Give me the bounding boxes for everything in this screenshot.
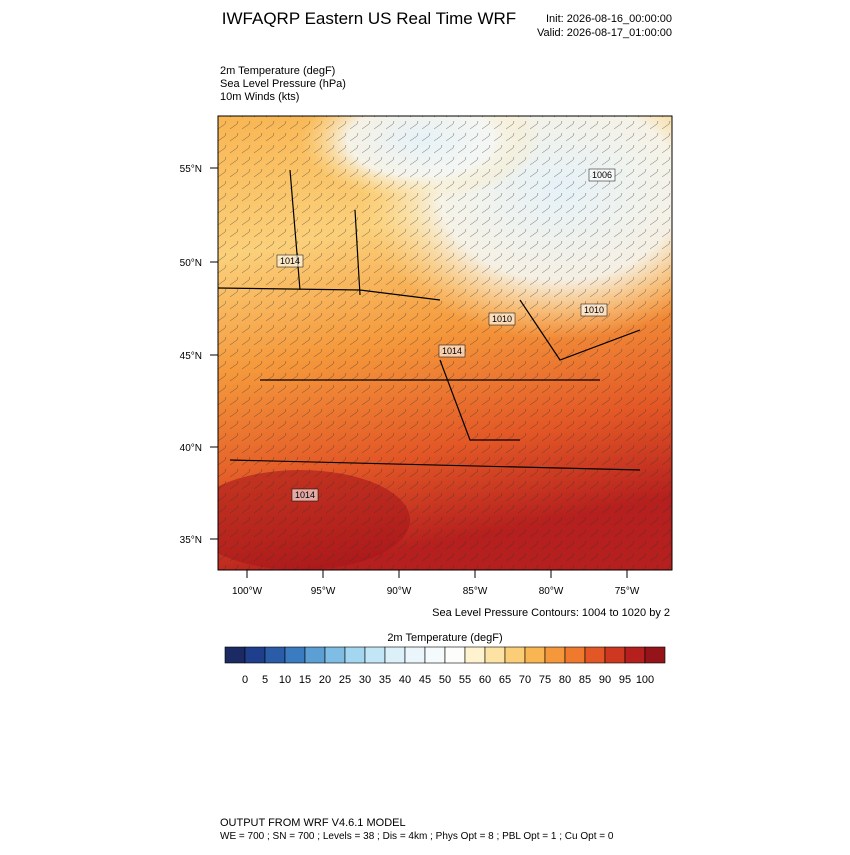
colorbar-swatch <box>604 646 626 664</box>
colorbar-swatch <box>384 646 406 664</box>
pressure-label: 1014 <box>295 490 315 500</box>
colorbar-label: 100 <box>636 674 654 686</box>
map-frame <box>217 115 673 571</box>
pressure-box <box>276 254 304 268</box>
colorbar-label: 25 <box>339 674 351 686</box>
colorbar-label: 0 <box>242 674 248 686</box>
colorbar-swatch <box>344 646 366 664</box>
colorbar-title: 2m Temperature (degF) <box>387 632 502 644</box>
lon-label: 75°W <box>615 586 640 597</box>
footer-line: OUTPUT FROM WRF V4.6.1 MODEL <box>220 817 406 829</box>
colorbar-label: 55 <box>459 674 471 686</box>
pressure-label: 1006 <box>592 170 612 180</box>
pressure-label: 1010 <box>492 314 512 324</box>
colorbar-label: 95 <box>619 674 631 686</box>
lon-label: 90°W <box>387 586 412 597</box>
init: Init: 2026-08-16_00:00:00 <box>546 13 672 25</box>
colorbar-swatch <box>524 646 546 664</box>
field-label: 2m Temperature (degF) <box>220 65 335 77</box>
pressure-box <box>438 344 466 358</box>
lat-label: 35°N <box>180 535 202 546</box>
colorbar-label: 30 <box>359 674 371 686</box>
colorbar-swatch <box>284 646 306 664</box>
colorbar-label: 90 <box>599 674 611 686</box>
title: IWFAQRP Eastern US Real Time WRF <box>222 9 516 28</box>
colorbar-label: 40 <box>399 674 411 686</box>
pressure-box <box>588 168 616 182</box>
colorbar-label: 60 <box>479 674 491 686</box>
lon-label: 85°W <box>463 586 488 597</box>
pressure-box <box>488 312 516 326</box>
colorbar-swatch <box>564 646 586 664</box>
lat-label: 40°N <box>180 443 202 454</box>
colorbar-label: 80 <box>559 674 571 686</box>
pressure-box <box>580 303 608 317</box>
colorbar-label: 45 <box>419 674 431 686</box>
colorbar-swatch <box>484 646 506 664</box>
pressure-label: 1014 <box>442 346 462 356</box>
colorbar-swatch <box>584 646 606 664</box>
pressure-label: 1014 <box>280 256 300 266</box>
colorbar-swatch <box>404 646 426 664</box>
lon-label: 100°W <box>232 586 263 597</box>
colorbar-label: 15 <box>299 674 311 686</box>
field-label: 10m Winds (kts) <box>220 91 299 103</box>
colorbar-swatch <box>624 646 646 664</box>
colorbar-swatch <box>324 646 346 664</box>
colorbar-swatch <box>504 646 526 664</box>
lon-label: 95°W <box>311 586 336 597</box>
colorbar-swatch <box>304 646 326 664</box>
colorbar-swatch <box>224 646 246 664</box>
lat-label: 55°N <box>180 164 202 175</box>
colorbar-swatch <box>424 646 446 664</box>
map <box>218 116 672 570</box>
colorbar-label: 5 <box>262 674 268 686</box>
lon-label: 80°W <box>539 586 564 597</box>
colorbar-label: 10 <box>279 674 291 686</box>
colorbar-label: 65 <box>499 674 511 686</box>
colorbar-swatch <box>244 646 266 664</box>
colorbar-swatch <box>444 646 466 664</box>
colorbar-swatch <box>464 646 486 664</box>
colorbar-label: 35 <box>379 674 391 686</box>
valid: Valid: 2026-08-17_01:00:00 <box>537 27 672 39</box>
colorbar-swatch <box>544 646 566 664</box>
colorbar-swatch <box>264 646 286 664</box>
colorbar-label: 75 <box>539 674 551 686</box>
colorbar-label: 85 <box>579 674 591 686</box>
pressure-label: 1010 <box>584 305 604 315</box>
field-label: Sea Level Pressure (hPa) <box>220 78 346 90</box>
lat-label: 50°N <box>180 258 202 269</box>
colorbar-label: 70 <box>519 674 531 686</box>
colorbar-swatch <box>644 646 666 664</box>
colorbar-swatch <box>364 646 386 664</box>
colorbar-label: 50 <box>439 674 451 686</box>
pressure-box <box>291 488 319 502</box>
contour-note: Sea Level Pressure Contours: 1004 to 102… <box>432 607 670 619</box>
footer-line: WE = 700 ; SN = 700 ; Levels = 38 ; Dis … <box>220 831 614 842</box>
colorbar-label: 20 <box>319 674 331 686</box>
lat-label: 45°N <box>180 351 202 362</box>
